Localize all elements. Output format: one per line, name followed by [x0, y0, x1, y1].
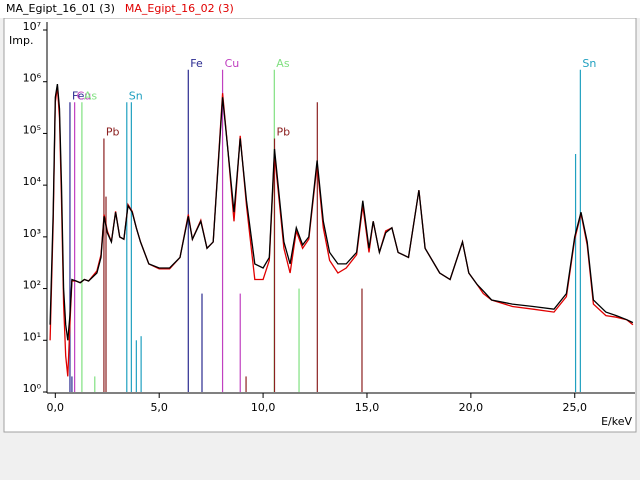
y-tick-label: 10⁵: [23, 123, 41, 136]
y-tick-label: 10¹: [23, 330, 41, 343]
y-tick-label: 10³: [23, 227, 41, 240]
element-label: Fe: [190, 57, 203, 70]
plot-clip: [49, 69, 634, 392]
y-tick-label: 10⁷: [23, 20, 41, 33]
x-tick-label: 25,0: [562, 401, 587, 414]
x-axis-label: E/keV: [601, 415, 632, 428]
legend: MA_Egipt_16_01 (3) MA_Egipt_16_02 (3): [6, 2, 234, 15]
x-tick-label: 15,0: [355, 401, 380, 414]
element-label: Pb: [106, 125, 120, 138]
element-label: Sn: [129, 89, 143, 102]
element-label: Cu: [225, 57, 240, 70]
y-tick-label: 10²: [23, 279, 41, 292]
x-tick-label: 0,0: [47, 401, 65, 414]
y-axis-label: Imp.: [9, 34, 33, 47]
y-tick-label: 10⁴: [23, 175, 42, 188]
legend-entry: MA_Egipt_16_02 (3): [125, 2, 234, 15]
legend-entry: MA_Egipt_16_01 (3): [6, 2, 115, 15]
plot-panel: [3, 17, 637, 433]
x-tick-label: 20,0: [459, 401, 484, 414]
element-label: Sn: [582, 57, 596, 70]
element-label: As: [276, 57, 290, 70]
element-label: Fe: [72, 89, 85, 102]
spectrum-line: [49, 83, 634, 341]
element-label: Pb: [277, 125, 291, 138]
legend-bar: [0, 0, 640, 18]
y-tick-label: 10⁶: [23, 72, 42, 85]
x-tick-label: 10,0: [251, 401, 276, 414]
element-label: As: [84, 89, 98, 102]
element-label: Cu: [77, 89, 92, 102]
y-tick-label: 10⁰: [23, 382, 42, 395]
x-tick-label: 5,0: [150, 401, 168, 414]
